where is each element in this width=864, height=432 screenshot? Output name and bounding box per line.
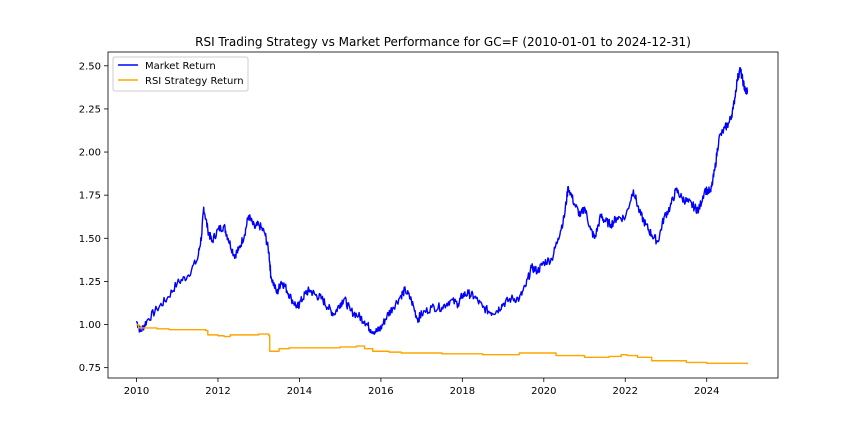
y-tick-label: 2.00 (79, 148, 101, 159)
x-axis: 2010 2012 2014 2016 2018 2020 2022 2024 (124, 378, 719, 397)
y-tick-label: 2.25 (79, 104, 101, 115)
x-tick-label: 2020 (531, 386, 556, 397)
y-tick-label: 2.50 (79, 61, 101, 72)
plot-area-frame (107, 51, 779, 379)
y-tick-label: 1.75 (79, 191, 101, 202)
legend-label-rsi-strategy-return: RSI Strategy Return (145, 76, 244, 87)
x-tick-label: 2010 (124, 386, 149, 397)
x-tick-label: 2018 (450, 386, 475, 397)
y-tick-label: 1.00 (79, 320, 101, 331)
y-tick-label: 0.75 (79, 363, 101, 374)
plot-series (135, 66, 749, 365)
x-tick-label: 2012 (205, 386, 230, 397)
x-tick-label: 2022 (613, 386, 638, 397)
y-axis: 0.75 1.00 1.25 1.50 1.75 2.00 2.25 2.50 (79, 61, 108, 374)
y-tick-label: 1.50 (79, 234, 101, 245)
series-line-market-return (135, 66, 749, 335)
x-tick-label: 2014 (287, 386, 312, 397)
x-tick-label: 2016 (368, 386, 393, 397)
legend-box (112, 56, 249, 92)
legend-label-market-return: Market Return (145, 61, 216, 72)
series-line-rsi-strategy-return (136, 323, 749, 365)
legend: Market Return RSI Strategy Return (112, 56, 249, 92)
x-tick-label: 2024 (694, 386, 719, 397)
y-tick-label: 1.25 (79, 277, 101, 288)
chart-title: RSI Trading Strategy vs Market Performan… (195, 35, 691, 49)
